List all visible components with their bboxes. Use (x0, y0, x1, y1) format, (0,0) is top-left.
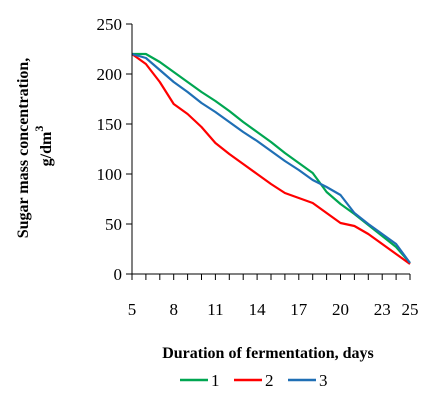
series-line-1 (132, 52, 411, 264)
legend-label-2: 2 (265, 371, 274, 390)
series-lines (131, 52, 411, 265)
y-ticks: 0 50 100 150 200 250 (97, 15, 132, 284)
y-tick-label: 250 (97, 15, 123, 34)
x-tick-label: 5 (128, 300, 137, 319)
y-axis-title: Sugar mass concentration, g/dm3 (15, 54, 55, 239)
legend: 1 2 3 (180, 371, 328, 390)
x-tick-label: 25 (402, 300, 419, 319)
legend-label-1: 1 (211, 371, 220, 390)
x-tick-label: 23 (374, 300, 391, 319)
y-tick-label: 0 (114, 265, 123, 284)
x-axis-title: Duration of fermentation, days (162, 345, 374, 362)
x-tick-label: 11 (207, 300, 223, 319)
y-tick-label: 150 (97, 115, 123, 134)
x-tick-label: 14 (249, 300, 267, 319)
y-axis-title-line2: g/dm (38, 131, 55, 166)
y-tick-label: 50 (105, 215, 122, 234)
x-ticks: 5 8 11 14 17 20 23 25 (128, 274, 419, 319)
y-tick-label: 200 (97, 65, 123, 84)
y-axis-title-line1: Sugar mass concentration, (15, 58, 32, 239)
x-tick-label: 20 (332, 300, 349, 319)
y-tick-label: 100 (97, 165, 123, 184)
legend-label-3: 3 (319, 371, 328, 390)
series-line-2 (131, 53, 411, 265)
series-line-3 (131, 52, 411, 264)
x-tick-label: 8 (169, 300, 178, 319)
x-tick-label: 17 (290, 300, 308, 319)
axes (131, 24, 410, 275)
y-axis-title-superscript: 3 (32, 126, 46, 132)
